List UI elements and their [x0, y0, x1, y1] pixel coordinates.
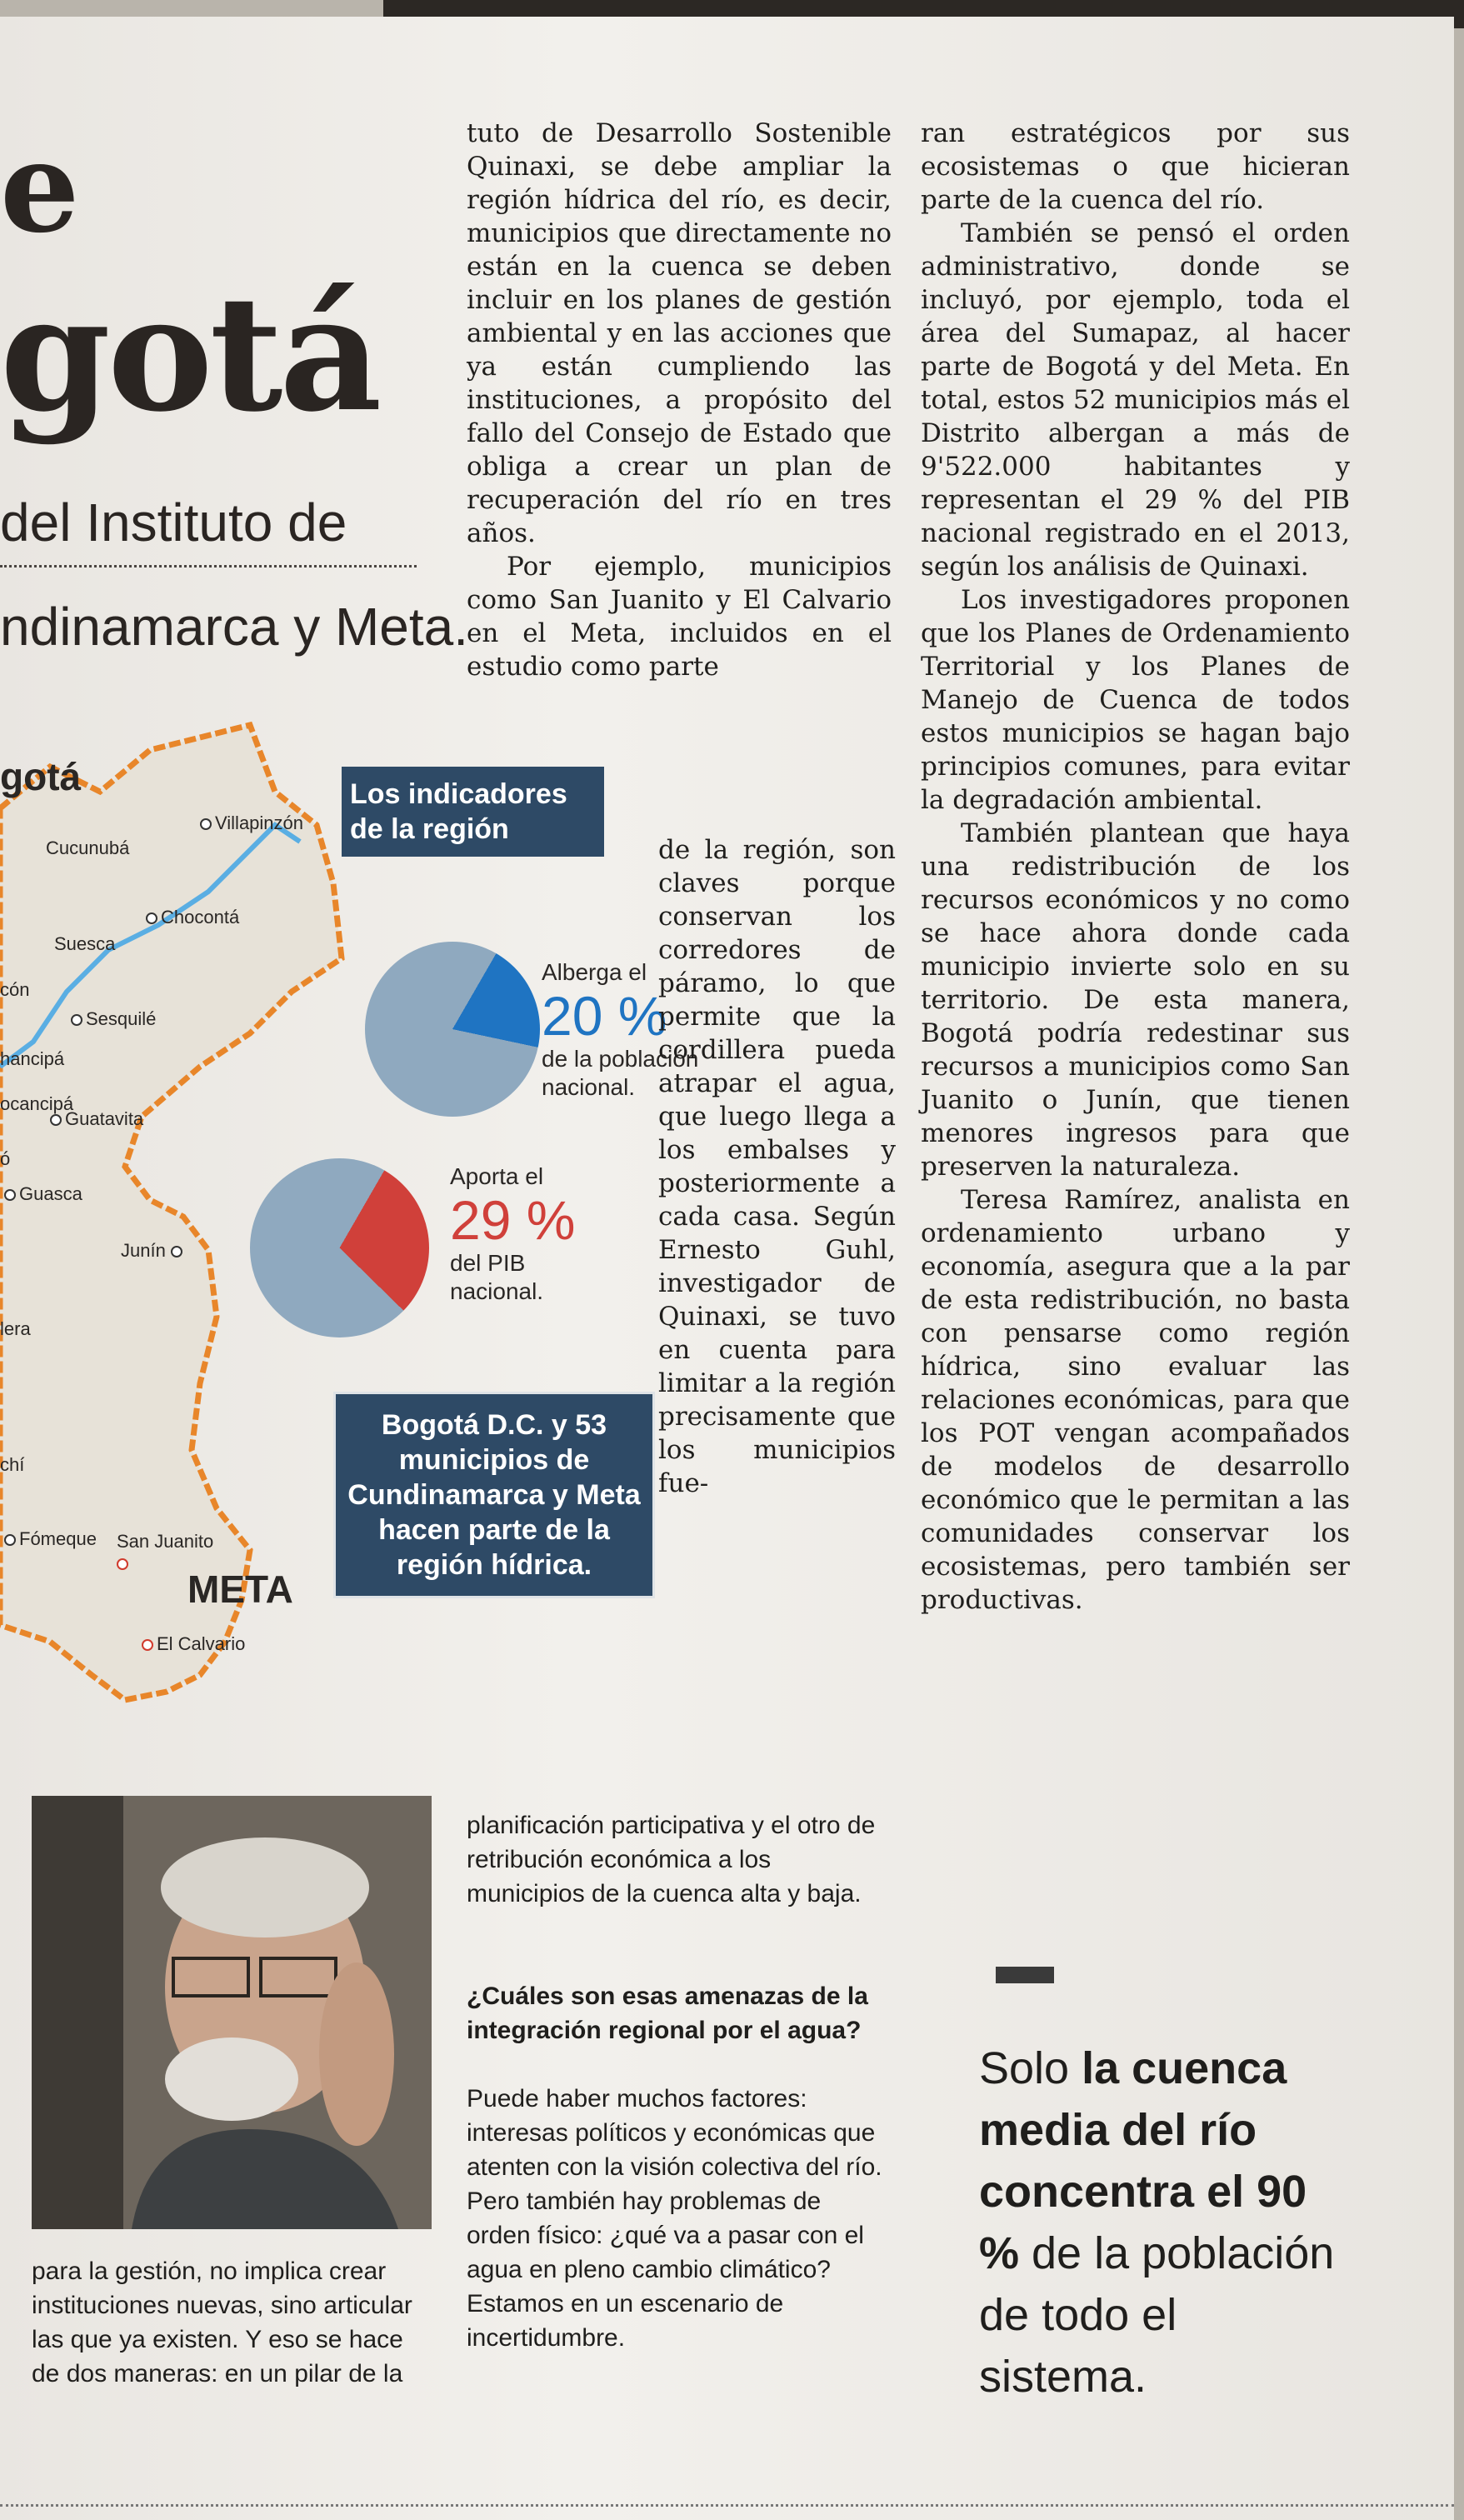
- paragraph: Los investigadores proponen que los Plan…: [921, 585, 1350, 815]
- pullquote-bar: [996, 1967, 1054, 1983]
- town-label: El Calvario: [142, 1633, 245, 1655]
- town-label: lera: [0, 1318, 31, 1339]
- pie-chart-gdp: [250, 1158, 429, 1338]
- interview-question: ¿Cuáles son esas amenazas de la integrac…: [467, 1982, 868, 2044]
- paragraph: tuto de Desarrollo Sostenible Quinaxi, s…: [467, 118, 892, 548]
- paragraph: ran estratégicos por sus ecosistemas o q…: [921, 118, 1350, 215]
- region-callout: Bogotá D.C. y 53 municipios de Cundinama…: [333, 1392, 655, 1598]
- pullquote: Solo la cuenca media del río concentra e…: [979, 2043, 1335, 2402]
- pie-label-population: Alberga el 20 % de la población nacional…: [542, 958, 733, 1102]
- town-label: Fómeque: [4, 1528, 97, 1550]
- subhead-line-2: ndinamarca y Meta.: [0, 597, 469, 657]
- dotted-divider: [0, 565, 417, 568]
- headline-line-1: e: [0, 114, 80, 261]
- town-label: Villapinzón: [200, 812, 303, 834]
- interview-text-left: para la gestión, no implica crear instit…: [32, 2258, 412, 2388]
- pie1-post-text: de la población nacional.: [542, 1046, 699, 1100]
- pie-chart-population: [365, 942, 540, 1117]
- town-label: Junín: [121, 1240, 186, 1262]
- town-label: Cucunubá: [46, 838, 130, 858]
- pie2-post-text: del PIB nacional.: [450, 1250, 544, 1304]
- town-label: San Juanito: [117, 1531, 213, 1574]
- pie2-pre-text: Aporta el: [450, 1163, 544, 1189]
- article-column-right: ran estratégicos por sus ecosistemas o q…: [921, 117, 1350, 1617]
- interview-text-continued: planificación participativa y el otro de…: [467, 1812, 876, 1908]
- town-label: hancipá: [0, 1048, 65, 1069]
- pie1-percent: 20 %: [542, 985, 667, 1047]
- map-title: gotá: [0, 755, 82, 798]
- pie-label-gdp: Aporta el 29 % del PIB nacional.: [450, 1162, 617, 1306]
- paragraph: También se pensó el orden administrativo…: [921, 218, 1350, 582]
- town-label: ocancipá: [0, 1093, 74, 1114]
- interviewee-photo: [32, 1796, 432, 2229]
- river-line: [0, 822, 302, 1069]
- paragraph: de la región, son claves porque conserva…: [658, 835, 896, 1498]
- town-label: Guasca: [4, 1183, 82, 1205]
- subhead-line-1: del Instituto de: [0, 492, 347, 552]
- paragraph: Teresa Ramírez, analista en ordenamiento…: [921, 1185, 1350, 1615]
- article-column-middle: tuto de Desarrollo Sostenible Quinaxi, s…: [467, 117, 892, 683]
- paragraph: También plantean que haya una redistribu…: [921, 818, 1350, 1182]
- headline-line-2: gotá: [0, 261, 382, 447]
- town-label: cón: [0, 979, 30, 1000]
- town-label: ó: [0, 1148, 11, 1169]
- paragraph: Por ejemplo, municipios como San Juanito…: [467, 552, 892, 682]
- town-label: Sesquilé: [71, 1008, 156, 1030]
- interview-answer: Puede haber muchos factores: interesas p…: [467, 2085, 882, 2352]
- region-map: [0, 721, 345, 1703]
- town-label: Chocontá: [146, 907, 239, 928]
- pie1-pre-text: Alberga el: [542, 959, 647, 985]
- map-region-label: META: [187, 1568, 293, 1611]
- pie2-percent: 29 %: [450, 1189, 576, 1251]
- bottom-dotted-rule: [0, 2504, 1454, 2507]
- town-label: Suesca: [54, 933, 116, 954]
- map-region-shape: [0, 721, 345, 1703]
- article-column-middle-wrap: de la región, son claves porque conserva…: [658, 833, 896, 1500]
- town-label: Guatavita: [50, 1108, 143, 1130]
- indicators-title: Los indicadores de la región: [342, 767, 604, 857]
- town-label: chí: [0, 1454, 25, 1475]
